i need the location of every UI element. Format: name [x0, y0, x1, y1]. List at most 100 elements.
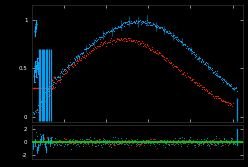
Point: [32, 75, 36, 77]
Point: [198, 57, 202, 60]
Point: [60, 71, 64, 74]
Point: [219, 97, 223, 100]
Point: [188, 76, 192, 78]
Point: [160, 141, 164, 144]
Point: [152, 50, 156, 53]
Point: [112, 39, 116, 42]
Point: [222, 77, 226, 80]
Point: [102, 41, 106, 44]
Point: [102, 140, 106, 142]
Point: [145, 141, 149, 143]
Point: [164, 140, 168, 143]
Point: [160, 139, 164, 141]
Point: [139, 23, 143, 25]
Point: [133, 138, 137, 141]
Point: [179, 143, 183, 146]
Point: [59, 71, 63, 74]
Point: [166, 143, 170, 146]
Point: [226, 101, 230, 103]
Point: [65, 71, 69, 73]
Point: [82, 48, 86, 51]
Point: [69, 142, 73, 144]
Point: [175, 38, 179, 41]
Point: [46, 140, 50, 143]
Point: [123, 21, 127, 24]
Point: [111, 28, 115, 30]
Point: [109, 30, 113, 32]
Point: [62, 140, 66, 143]
Point: [35, 108, 39, 111]
Point: [39, 100, 43, 103]
Point: [107, 30, 111, 33]
Point: [226, 82, 230, 84]
Point: [150, 48, 154, 51]
Point: [196, 144, 200, 147]
Point: [224, 101, 228, 104]
Point: [213, 94, 217, 97]
Point: [223, 99, 227, 102]
Point: [152, 143, 156, 145]
Point: [40, 143, 44, 145]
Point: [72, 142, 76, 144]
Point: [60, 75, 64, 77]
Point: [213, 143, 217, 146]
Point: [195, 138, 199, 141]
Point: [70, 62, 74, 64]
Point: [62, 68, 66, 71]
Point: [201, 142, 205, 145]
Point: [158, 26, 162, 29]
Point: [166, 31, 170, 34]
Point: [59, 140, 63, 143]
Point: [83, 141, 87, 143]
Point: [143, 20, 147, 22]
Point: [231, 140, 235, 143]
Point: [189, 140, 193, 142]
Point: [188, 77, 192, 79]
Point: [226, 104, 230, 106]
Point: [182, 140, 186, 143]
Point: [58, 139, 62, 141]
Point: [135, 41, 139, 43]
Point: [134, 39, 138, 41]
Point: [181, 71, 185, 74]
Point: [67, 67, 71, 70]
Point: [86, 139, 90, 142]
Point: [151, 22, 155, 25]
Point: [145, 139, 149, 141]
Point: [210, 67, 214, 70]
Point: [83, 140, 87, 143]
Point: [98, 38, 102, 40]
Point: [49, 138, 53, 141]
Point: [74, 59, 78, 62]
Point: [137, 39, 141, 42]
Point: [147, 21, 151, 23]
Point: [100, 44, 104, 47]
Point: [190, 140, 194, 143]
Point: [44, 141, 48, 144]
Point: [165, 139, 169, 141]
Point: [184, 141, 188, 143]
Point: [65, 70, 69, 72]
Point: [124, 23, 128, 26]
Point: [173, 64, 177, 67]
Point: [36, 144, 40, 146]
Point: [56, 140, 60, 143]
Point: [211, 71, 215, 73]
Point: [58, 144, 62, 147]
Point: [148, 48, 152, 51]
Point: [111, 143, 115, 146]
Point: [168, 139, 172, 142]
Point: [115, 143, 119, 146]
Point: [231, 142, 235, 145]
Point: [193, 80, 197, 83]
Point: [77, 57, 81, 60]
Point: [93, 140, 97, 143]
Point: [201, 140, 205, 143]
Point: [98, 45, 102, 47]
Point: [86, 47, 90, 49]
Point: [217, 97, 221, 100]
Point: [76, 55, 80, 58]
Point: [85, 47, 89, 50]
Point: [108, 143, 112, 146]
Point: [202, 138, 206, 140]
